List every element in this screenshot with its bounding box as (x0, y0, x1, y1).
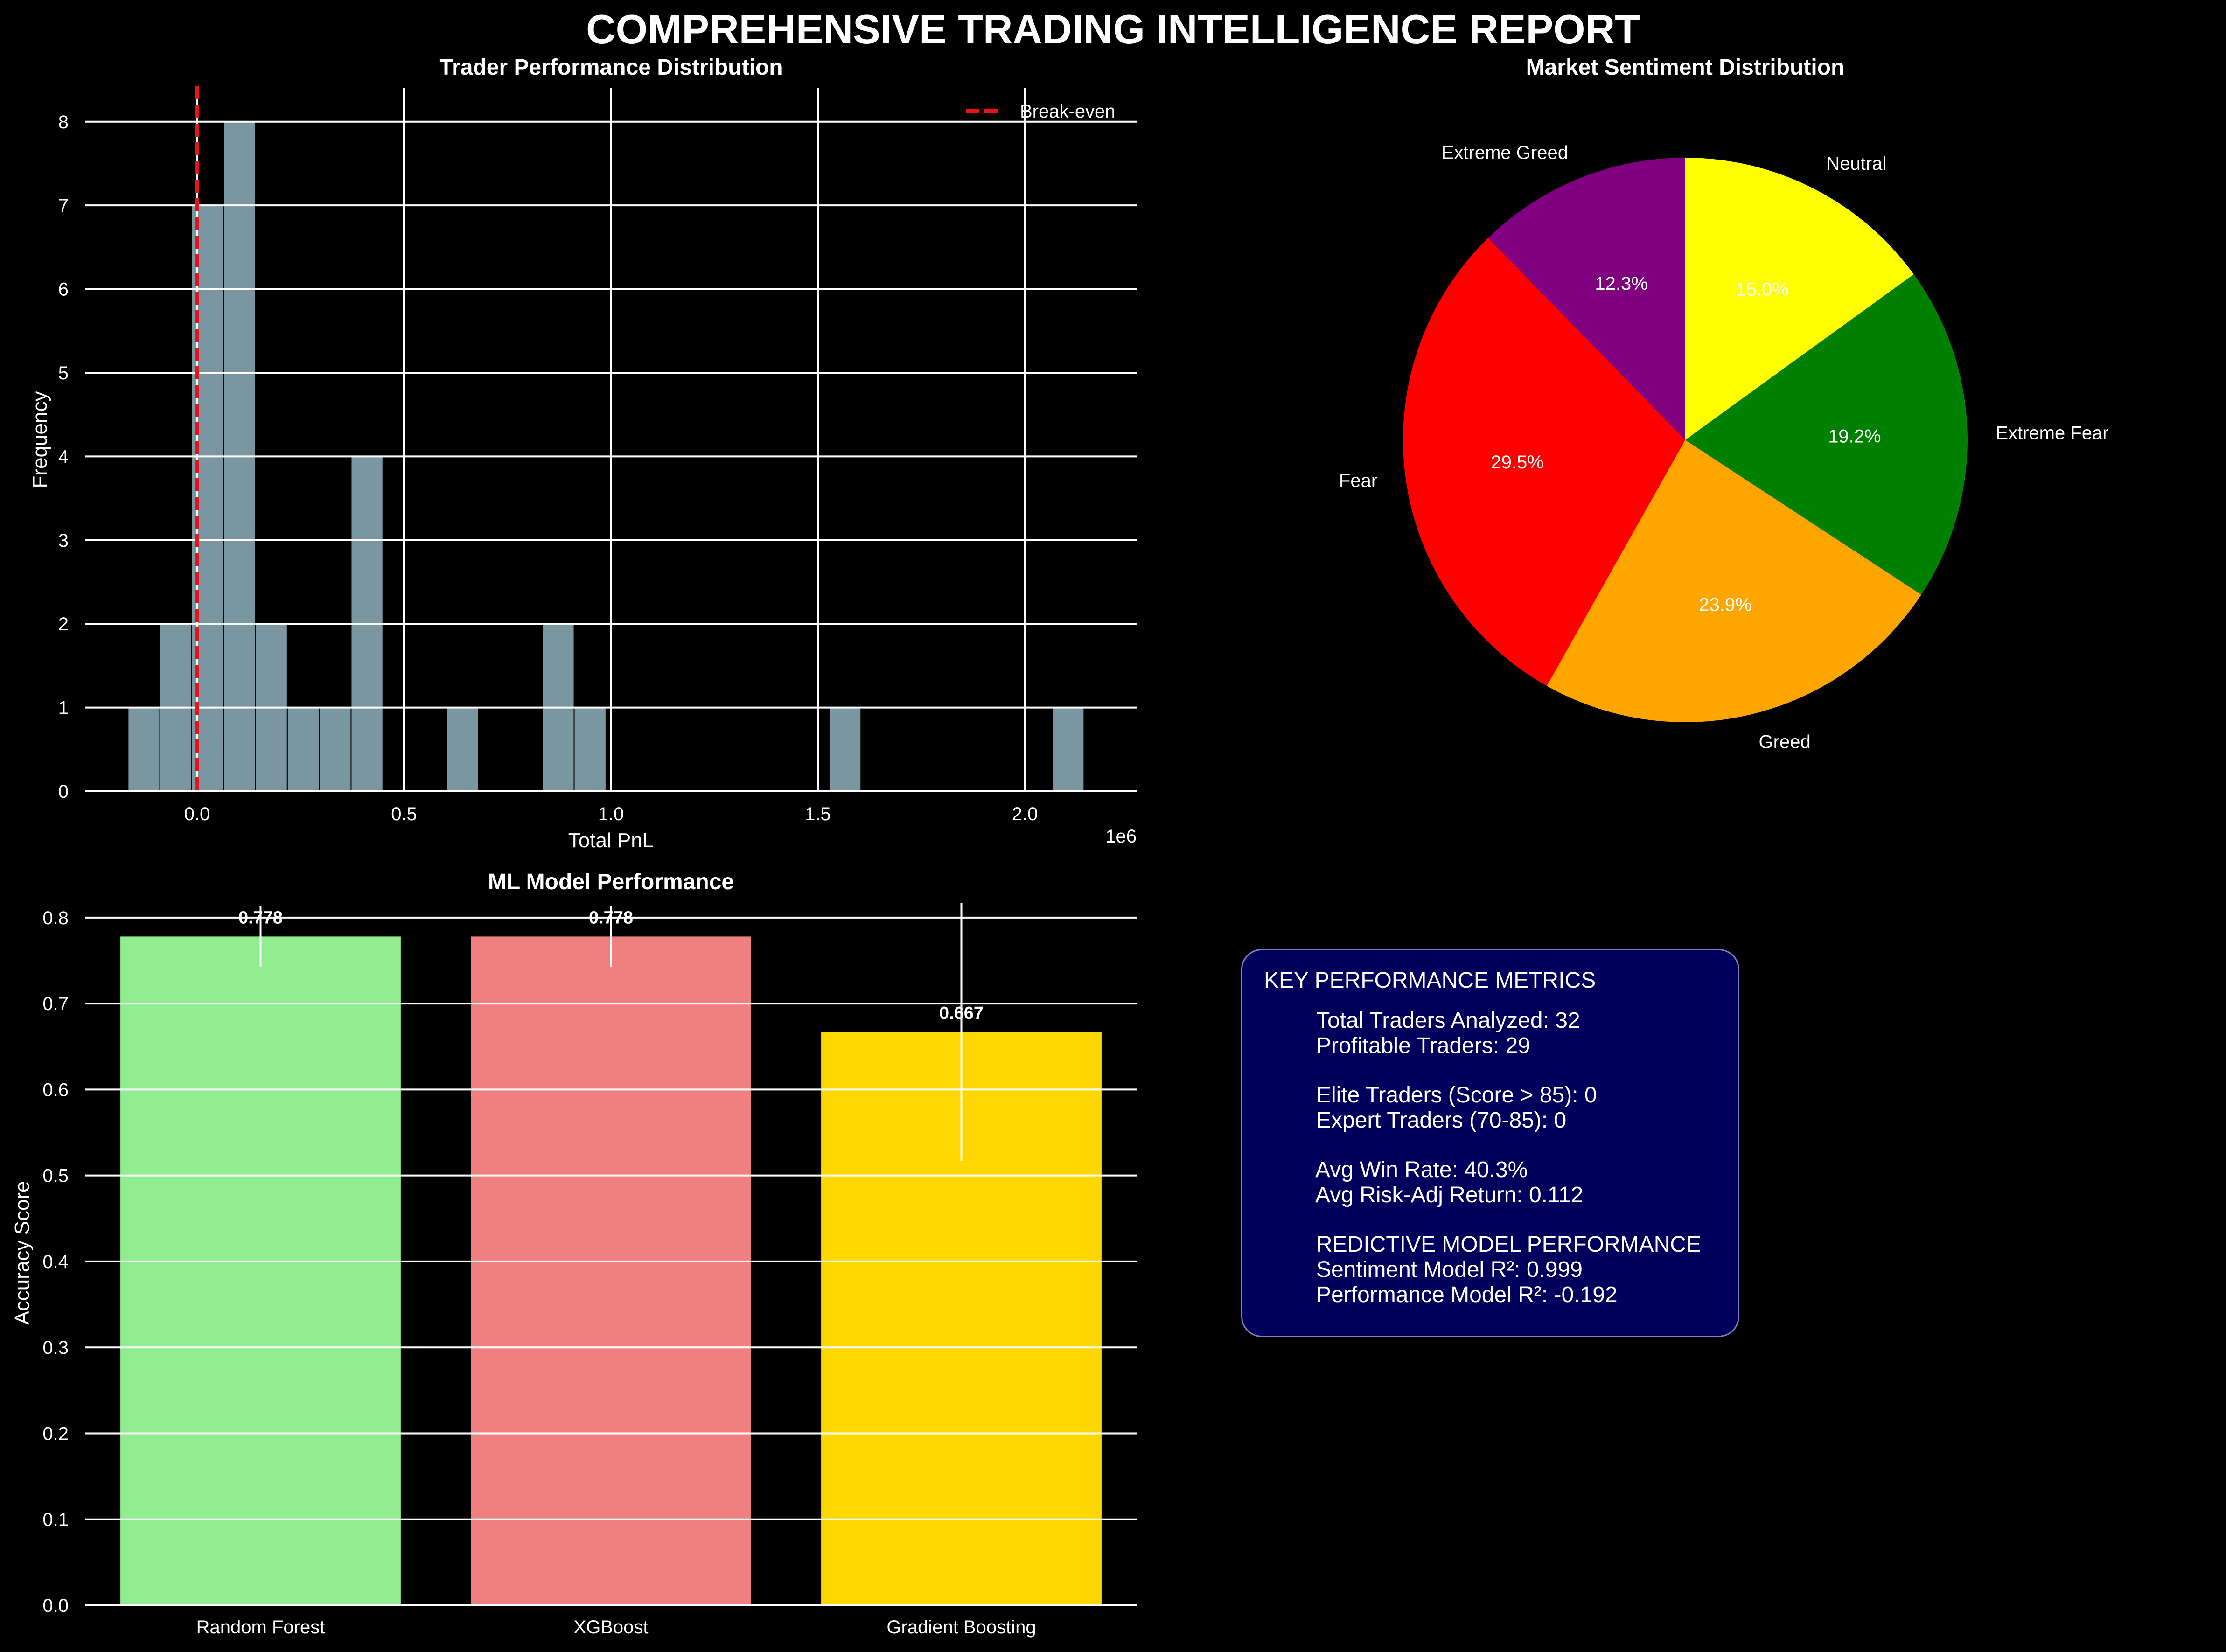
x-tick-label: XGBoost (573, 1617, 648, 1638)
pie-slice (1685, 158, 1914, 440)
pie-slice (1685, 274, 1968, 595)
y-axis-label: Frequency (28, 391, 51, 488)
hist-bar (573, 707, 607, 792)
kpi-line: Performance Model R²: -0.192 (1316, 1283, 1618, 1307)
kpi-group: Avg Win Rate: 40.3% Avg Risk-Adj Return:… (1264, 1157, 1738, 1208)
pie-slice-label: Neutral (1826, 153, 1886, 174)
kpi-group: Total Traders Analyzed: 32 Profitable Tr… (1264, 1008, 1738, 1059)
y-tick-label: 0 (58, 781, 69, 802)
histogram-panel: Trader Performance Distribution 0.0 0.5 1.0… (28, 55, 1137, 852)
hist-bar (127, 707, 160, 792)
pie-pct-label: 15.0% (1736, 279, 1788, 300)
chart-title: Trader Performance Distribution (439, 55, 782, 80)
y-tick-label: 2 (58, 614, 69, 634)
pie-slice (1403, 238, 1685, 686)
pie-slice-label: Fear (1339, 471, 1377, 491)
main-title: COMPREHENSIVE TRADING INTELLIGENCE REPOR… (586, 6, 1640, 52)
chart-title: Market Sentiment Distribution (1526, 55, 1845, 80)
ml-bar-panel: ML Model Performance 0.0 0.1 0.2 0.3 0.4 0.5 0.… (11, 870, 1137, 1638)
y-tick-label: 0.6 (42, 1080, 69, 1100)
kpi-line: Expert Traders (70-85): 0 (1316, 1108, 1567, 1133)
value-label: 0.778 (589, 908, 633, 927)
kpi-line: Elite Traders (Score > 85): 0 (1316, 1083, 1597, 1108)
y-tick-label: 3 (58, 530, 69, 551)
y-tick-label: 1 (58, 698, 69, 718)
value-label: 0.778 (238, 908, 283, 927)
legend-label: Break-even (1020, 101, 1116, 122)
kpi-line: REDICTIVE MODEL PERFORMANCE (1316, 1232, 1701, 1257)
y-tick-label: 0.1 (42, 1510, 69, 1530)
hist-bar (446, 707, 479, 792)
kpi-line: Total Traders Analyzed: 32 (1316, 1008, 1580, 1033)
pie-panel: Market Sentiment Distribution 12.3% Extrem… (1339, 55, 2109, 753)
y-tick-label: 0.0 (42, 1596, 69, 1616)
pie-slice (1547, 440, 1921, 723)
pie-pct-label: 19.2% (1828, 426, 1881, 446)
x-tick-label: 0.0 (184, 804, 210, 824)
y-tick-label: 6 (58, 279, 69, 300)
x-tick-label: 0.5 (391, 804, 417, 824)
x-axis-label: Total PnL (568, 829, 654, 852)
y-tick-label: 0.3 (42, 1338, 69, 1358)
x-tick-label: 1.0 (598, 804, 624, 824)
chart-title: ML Model Performance (488, 870, 734, 894)
kpi-box: KEY PERFORMANCE METRICS Total Traders An… (1241, 949, 1739, 1337)
hist-bar (828, 707, 862, 792)
y-tick-label: 0.2 (42, 1423, 69, 1444)
y-tick-label: 0.7 (42, 994, 69, 1014)
ml-bar (471, 936, 751, 1605)
pie-slice-label: Extreme Greed (1442, 143, 1568, 163)
kpi-title: KEY PERFORMANCE METRICS (1264, 968, 1596, 993)
y-tick-label: 8 (58, 112, 69, 132)
y-axis-label: Accuracy Score (11, 1181, 34, 1324)
pie-slice-label: Extreme Fear (1996, 423, 2108, 443)
hist-bar (286, 707, 320, 792)
y-tick-label: 5 (58, 363, 69, 383)
y-tick-label: 0.8 (42, 908, 69, 928)
x-tick-label: Gradient Boosting (886, 1617, 1036, 1638)
y-tick-label: 0.4 (42, 1252, 69, 1272)
y-tick-label: 4 (58, 446, 69, 467)
y-tick-label: 7 (58, 195, 69, 216)
hist-bar (319, 707, 352, 792)
kpi-group: REDICTIVE MODEL PERFORMANCE Sentiment Mo… (1264, 1232, 1738, 1308)
x-tick-label: Random Forest (196, 1617, 325, 1638)
kpi-group: Elite Traders (Score > 85): 0 Expert Tra… (1264, 1083, 1738, 1133)
pie-slice-label: Greed (1759, 732, 1811, 753)
value-label: 0.667 (939, 1004, 984, 1023)
kpi-line: Sentiment Model R²: 0.999 (1316, 1257, 1583, 1282)
x-tick-label: 2.0 (1012, 804, 1038, 824)
pie-pct-label: 12.3% (1595, 273, 1647, 294)
x-tick-label: 1.5 (805, 804, 831, 824)
pie-pct-label: 29.5% (1491, 452, 1543, 473)
kpi-line: Profitable Traders: 29 (1316, 1033, 1530, 1058)
y-tick-label: 0.5 (42, 1166, 69, 1186)
pie-pct-label: 23.9% (1699, 595, 1751, 615)
hist-bar (1052, 707, 1085, 792)
kpi-line: Avg Risk-Adj Return: 0.112 (1315, 1183, 1584, 1207)
pie-slice (1488, 158, 1685, 440)
kpi-line: Avg Win Rate: 40.3% (1315, 1157, 1528, 1182)
ml-bar (120, 936, 401, 1605)
x-offset-label: 1e6 (1105, 826, 1137, 847)
